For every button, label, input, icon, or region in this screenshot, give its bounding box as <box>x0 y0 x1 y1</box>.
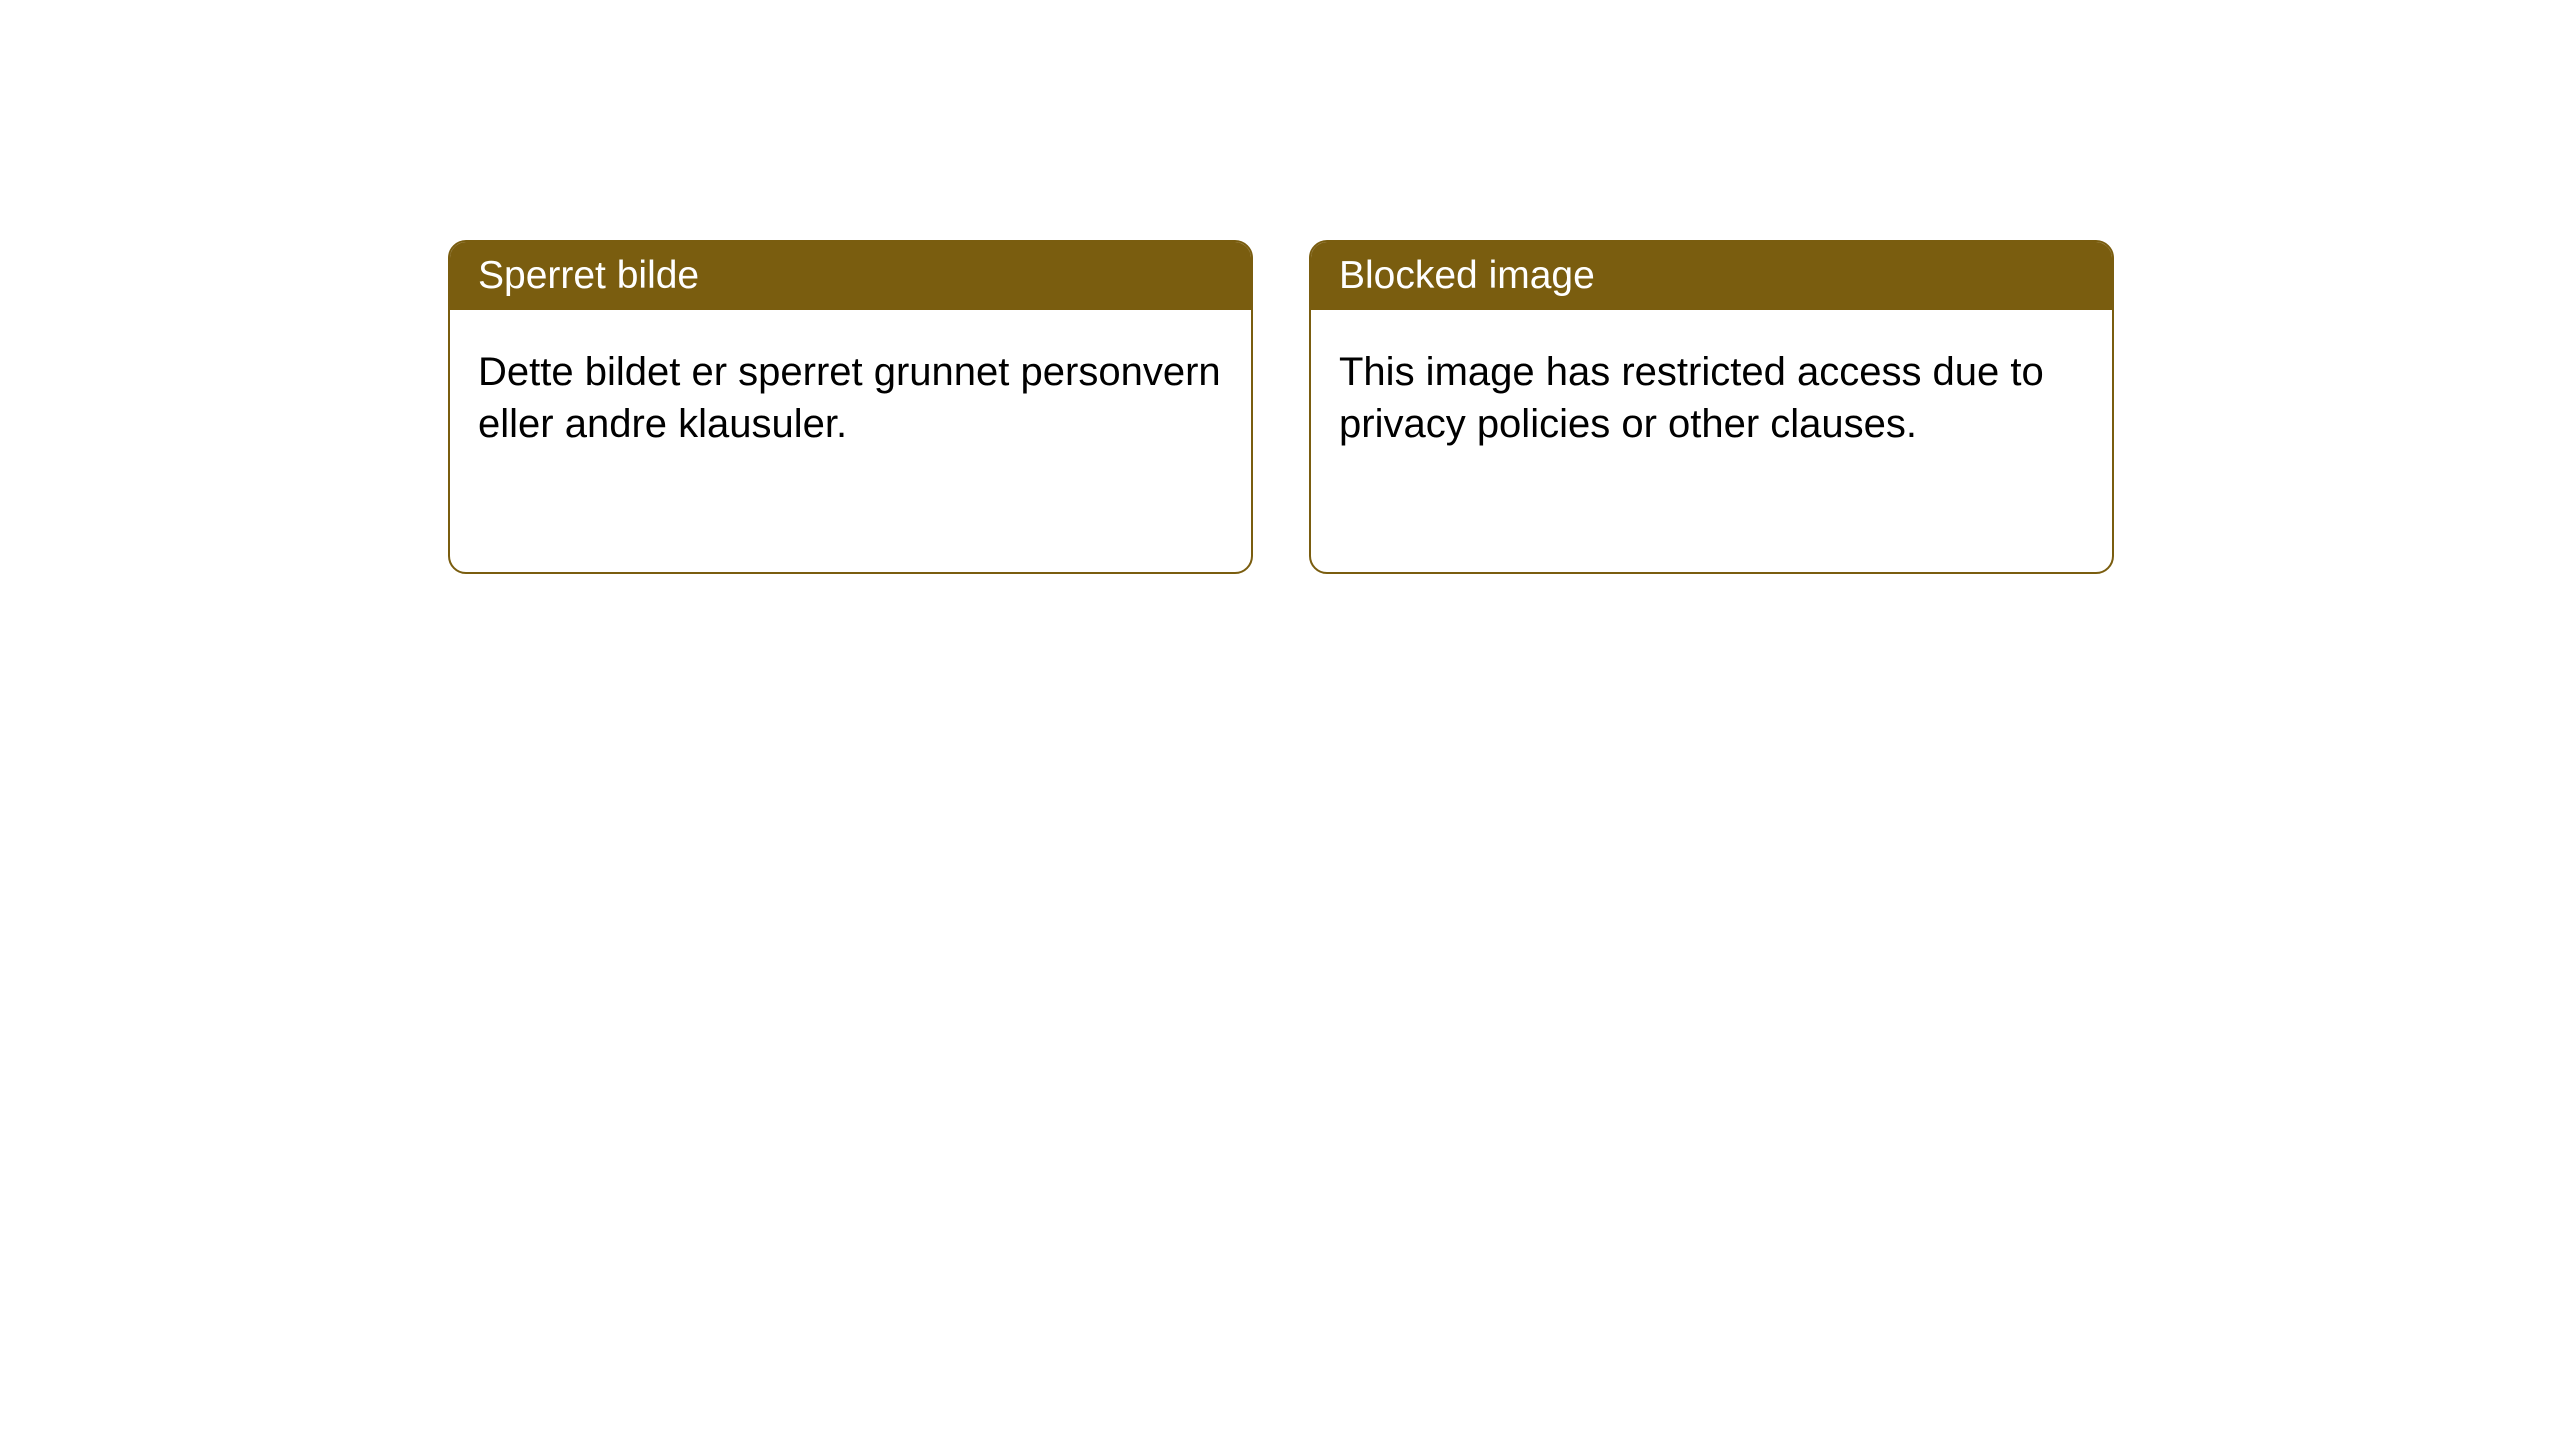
notice-card-no: Sperret bilde Dette bildet er sperret gr… <box>448 240 1253 574</box>
notice-header-en: Blocked image <box>1311 242 2112 310</box>
notice-title-no: Sperret bilde <box>478 254 699 297</box>
notice-text-en: This image has restricted access due to … <box>1339 350 2044 446</box>
notice-container: Sperret bilde Dette bildet er sperret gr… <box>0 0 2560 574</box>
notice-title-en: Blocked image <box>1339 254 1595 297</box>
notice-body-no: Dette bildet er sperret grunnet personve… <box>450 310 1251 486</box>
notice-text-no: Dette bildet er sperret grunnet personve… <box>478 350 1221 446</box>
notice-header-no: Sperret bilde <box>450 242 1251 310</box>
notice-body-en: This image has restricted access due to … <box>1311 310 2112 486</box>
notice-card-en: Blocked image This image has restricted … <box>1309 240 2114 574</box>
